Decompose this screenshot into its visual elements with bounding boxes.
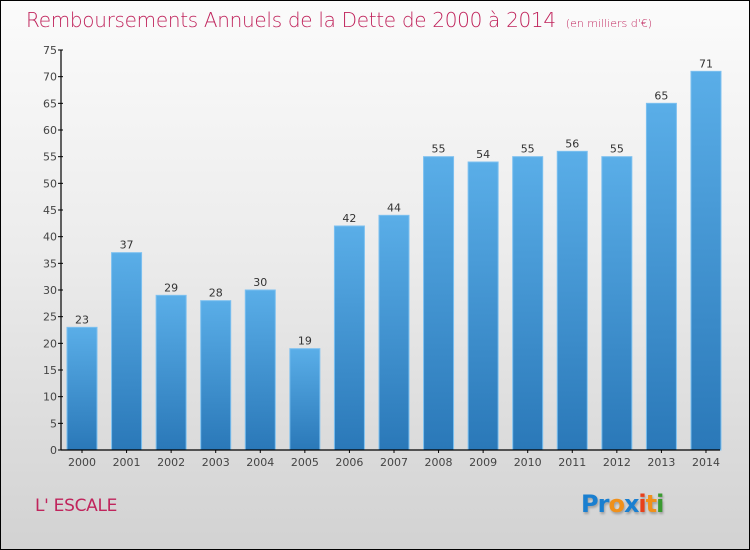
data-label: 44 — [387, 201, 401, 214]
y-tick-label: 75 — [43, 44, 57, 57]
data-label: 37 — [120, 239, 134, 252]
x-tick-label: 2004 — [246, 456, 274, 469]
bar — [512, 156, 544, 451]
y-tick-label: 10 — [43, 391, 57, 404]
x-tick-label: 2011 — [558, 456, 586, 469]
data-label: 30 — [253, 276, 267, 289]
y-tick-label: 30 — [43, 284, 57, 297]
logo-letter: i — [656, 490, 664, 518]
bar — [645, 102, 677, 451]
data-label: 54 — [476, 148, 490, 161]
chart-title: Remboursements Annuels de la Dette de 20… — [26, 8, 652, 32]
y-tick-label: 25 — [43, 311, 57, 324]
data-label: 56 — [565, 137, 579, 150]
y-tick-label: 40 — [43, 231, 57, 244]
bar — [690, 70, 722, 451]
y-tick-label: 0 — [50, 444, 57, 457]
y-tick-label: 15 — [43, 364, 57, 377]
proxiti-logo: Proxiti — [581, 490, 664, 518]
logo-letter: r — [597, 490, 610, 518]
bar — [556, 150, 588, 451]
x-tick-label: 2006 — [335, 456, 363, 469]
data-label: 19 — [298, 335, 312, 348]
x-tick-label: 2007 — [380, 456, 408, 469]
chart-title-text: Remboursements Annuels de la Dette de 20… — [26, 8, 556, 32]
logo-letter: P — [581, 490, 599, 518]
data-label: 55 — [521, 143, 535, 156]
x-tick-label: 2002 — [157, 456, 185, 469]
y-tick-label: 20 — [43, 337, 57, 350]
data-label: 28 — [209, 287, 223, 300]
bar — [155, 294, 187, 451]
bar — [289, 348, 321, 451]
y-tick-label: 70 — [43, 71, 57, 84]
x-tick-label: 2005 — [291, 456, 319, 469]
bar — [601, 156, 633, 451]
x-tick-label: 2012 — [603, 456, 631, 469]
x-tick-label: 2014 — [692, 456, 720, 469]
y-tick-label: 55 — [43, 151, 57, 164]
data-label: 71 — [699, 57, 713, 70]
bar — [378, 214, 410, 451]
y-tick-label: 5 — [50, 417, 57, 430]
x-tick-label: 2000 — [68, 456, 96, 469]
logo-letter: i — [638, 490, 646, 518]
data-label: 29 — [164, 281, 178, 294]
chart-unit: (en milliers d'€) — [565, 17, 653, 30]
bar — [333, 225, 365, 451]
logo-letter: x — [623, 490, 640, 518]
bar — [423, 156, 455, 451]
logo-letter: t — [645, 490, 658, 518]
logo-letter: o — [608, 490, 624, 518]
x-tick-label: 2010 — [514, 456, 542, 469]
y-tick-label: 45 — [43, 204, 57, 217]
y-tick-label: 60 — [43, 124, 57, 137]
data-label: 42 — [342, 212, 356, 225]
y-tick-label: 35 — [43, 257, 57, 270]
bar — [244, 289, 276, 451]
data-label: 65 — [654, 89, 668, 102]
x-tick-label: 2001 — [113, 456, 141, 469]
y-tick-label: 65 — [43, 97, 57, 110]
commune-name: L' ESCALE — [35, 496, 118, 516]
x-tick-label: 2013 — [647, 456, 675, 469]
data-label: 55 — [432, 143, 446, 156]
bar — [66, 326, 98, 451]
x-tick-label: 2008 — [425, 456, 453, 469]
bar — [111, 252, 143, 451]
bar — [200, 300, 232, 451]
data-label: 55 — [610, 143, 624, 156]
y-tick-label: 50 — [43, 177, 57, 190]
x-tick-label: 2003 — [202, 456, 230, 469]
x-tick-label: 2009 — [469, 456, 497, 469]
bar — [467, 161, 499, 451]
data-label: 23 — [75, 313, 89, 326]
